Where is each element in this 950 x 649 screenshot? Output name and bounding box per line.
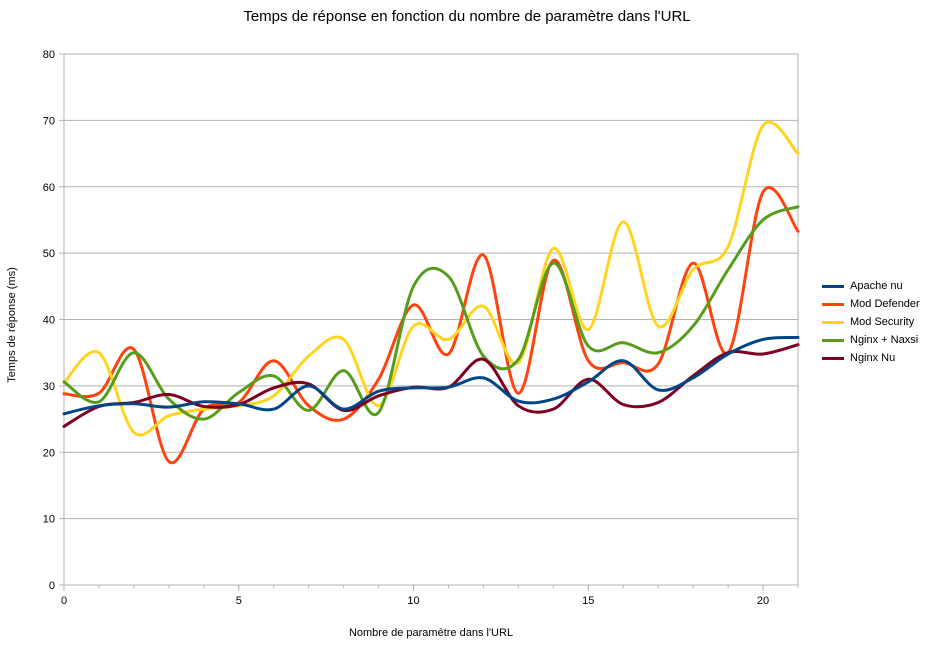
legend-item: Nginx Nu <box>822 349 920 367</box>
legend-label: Mod Defender <box>850 298 920 310</box>
tick-labels: 0 10 20 30 40 50 60 70 80 0 5 10 15 20 <box>43 49 769 607</box>
series-line-mod-security <box>62 120 800 437</box>
legend: Apache nu Mod Defender Mod Security Nginx +… <box>822 277 920 367</box>
legend-swatch <box>822 284 844 288</box>
y-tick-label: 10 <box>43 514 55 526</box>
legend-swatch <box>822 320 844 324</box>
x-tick-label: 15 <box>582 595 594 607</box>
y-tick-label: 60 <box>43 182 55 194</box>
legend-label: Mod Security <box>850 316 915 328</box>
legend-item: Apache nu <box>822 277 920 295</box>
legend-label: Apache nu <box>850 280 903 292</box>
legend-label: Nginx + Naxsi <box>850 334 919 346</box>
y-tick-label: 70 <box>43 115 55 127</box>
grid-lines <box>64 53 798 586</box>
legend-swatch <box>822 356 844 360</box>
legend-item: Mod Defender <box>822 295 920 313</box>
axes <box>59 53 799 591</box>
series-line-nginx-naxsi <box>62 205 800 421</box>
y-tick-label: 30 <box>43 381 55 393</box>
x-tick-label: 5 <box>236 595 242 607</box>
series-line-mod-defender <box>62 186 800 465</box>
y-tick-label: 80 <box>43 49 55 61</box>
series-lines <box>62 120 800 465</box>
y-tick-label: 0 <box>49 580 55 592</box>
x-axis-label: Nombre de paramètre dans l'URL <box>348 627 514 639</box>
x-tick-label: 0 <box>61 595 67 607</box>
legend-item: Nginx + Naxsi <box>822 331 920 349</box>
y-tick-label: 40 <box>43 315 55 327</box>
series-line-apache-nu <box>62 335 800 416</box>
legend-item: Mod Security <box>822 313 920 331</box>
y-tick-label: 20 <box>43 447 55 459</box>
x-tick-label: 20 <box>757 595 769 607</box>
legend-swatch <box>822 302 844 306</box>
legend-label: Nginx Nu <box>850 352 896 364</box>
chart-title: Temps de réponse en fonction du nombre d… <box>243 8 691 25</box>
y-tick-label: 50 <box>43 248 55 260</box>
x-tick-label: 10 <box>407 595 419 607</box>
legend-swatch <box>822 338 844 342</box>
